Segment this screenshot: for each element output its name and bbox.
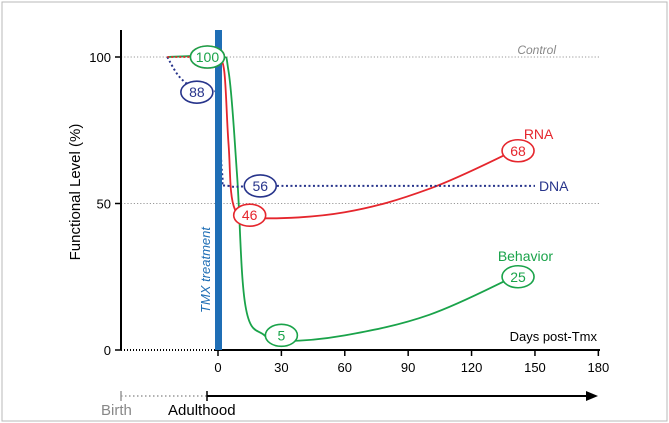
y-tick-label: 50 <box>97 197 111 212</box>
x-axis-label: Days post-Tmx <box>510 329 598 344</box>
data-label-badge-behavior <box>264 323 299 348</box>
treatment-label: TMX treatment <box>198 226 213 313</box>
y-tick-label: 0 <box>104 343 111 358</box>
reference-line-label: Control <box>517 43 556 57</box>
data-label-dna: 88 <box>189 84 205 100</box>
x-tick-label: 180 <box>587 360 609 375</box>
data-label-badge-behavior <box>501 264 535 289</box>
data-label-rna: 46 <box>242 207 258 223</box>
data-label-rna: 68 <box>510 143 526 159</box>
x-tick-label: 120 <box>461 360 483 375</box>
data-label-behavior: 5 <box>277 327 285 343</box>
timeline-arrowhead <box>586 391 598 401</box>
series-line-behavior <box>167 54 515 343</box>
series-name-behavior: Behavior <box>498 248 554 264</box>
data-label-badge-behavior <box>189 45 226 69</box>
series-name-rna: RNA <box>524 126 554 142</box>
data-label-behavior: 25 <box>510 269 526 285</box>
x-tick-label: 60 <box>338 360 352 375</box>
data-label-dna: 56 <box>252 178 268 194</box>
x-tick-label: 90 <box>401 360 415 375</box>
x-tick-label: 0 <box>214 360 221 375</box>
y-axis-label: Functional Level (%) <box>67 124 84 261</box>
data-label-behavior: 100 <box>196 49 220 65</box>
x-tick-label: 150 <box>524 360 546 375</box>
data-label-badge-rna <box>501 138 535 163</box>
data-label-badge-rna <box>232 203 267 228</box>
data-label-badge-dna <box>243 174 278 198</box>
x-tick-label: 30 <box>274 360 288 375</box>
treatment-bar <box>215 30 222 350</box>
timeline-adulthood-label: Adulthood <box>168 402 236 419</box>
data-label-badge-dna <box>180 80 214 104</box>
timeline-birth-label: Birth <box>101 402 132 419</box>
series-name-dna: DNA <box>539 178 569 194</box>
y-tick-label: 100 <box>89 50 111 65</box>
